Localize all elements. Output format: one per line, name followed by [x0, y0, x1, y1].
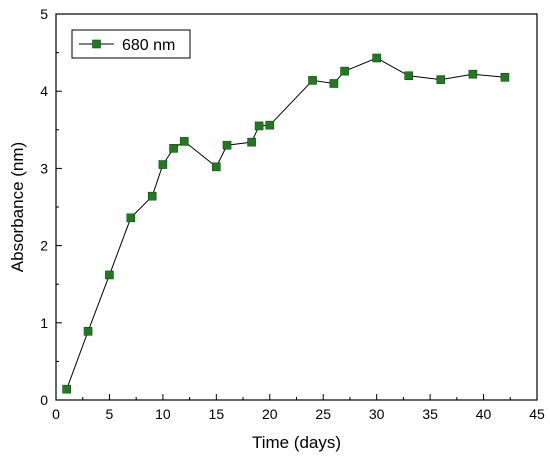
data-point	[308, 76, 317, 85]
data-point	[254, 121, 264, 131]
data-point	[212, 162, 221, 172]
data-point	[105, 270, 114, 280]
data-point	[436, 75, 446, 84]
x-tick-label: 20	[262, 406, 278, 422]
data-point	[247, 137, 256, 147]
data-point	[222, 140, 232, 150]
data-point	[340, 66, 349, 76]
y-axis-title: Absorbance (nm)	[8, 142, 27, 272]
y-tick-label: 2	[40, 238, 48, 254]
y-tick-label: 1	[40, 315, 48, 331]
legend-label: 680 nm	[122, 37, 175, 54]
legend: 680 nm	[71, 29, 191, 59]
data-point	[62, 384, 71, 394]
data-point	[126, 213, 136, 223]
data-point	[169, 144, 178, 153]
plot-frame	[55, 13, 538, 401]
x-tick-label: 5	[106, 406, 114, 422]
data-point	[404, 71, 414, 81]
y-tick-label: 5	[40, 6, 48, 22]
data-point	[265, 120, 275, 130]
x-tick-label: 15	[209, 406, 225, 422]
data-point	[147, 191, 157, 201]
data-point	[500, 73, 510, 82]
x-tick-label: 40	[476, 406, 492, 422]
y-tick-label: 4	[40, 83, 48, 99]
legend-marker	[92, 39, 101, 49]
x-tick-label: 10	[155, 406, 171, 422]
y-tick-label: 3	[40, 160, 48, 176]
x-tick-label: 25	[315, 406, 331, 422]
x-axis-title: Time (days)	[252, 433, 341, 452]
series-line	[66, 57, 505, 390]
x-tick-label: 45	[529, 406, 545, 422]
series-layer	[62, 53, 510, 394]
data-point	[372, 53, 381, 63]
x-tick-label: 30	[369, 406, 385, 422]
data-point	[179, 137, 189, 146]
data-point	[329, 79, 339, 88]
x-tick-label: 35	[422, 406, 438, 422]
x-tick-label: 0	[52, 406, 60, 422]
data-point	[158, 160, 168, 169]
data-point	[83, 326, 93, 336]
data-point	[468, 69, 478, 79]
y-tick-label: 0	[40, 392, 48, 408]
